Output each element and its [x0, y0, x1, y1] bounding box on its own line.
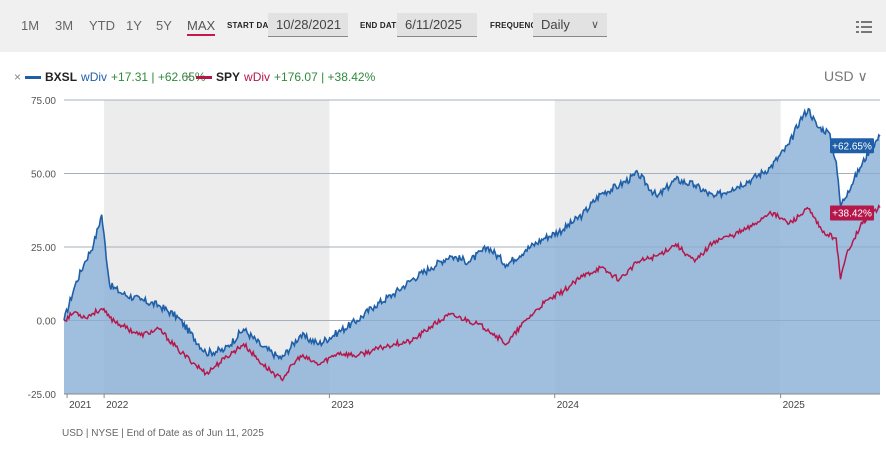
legend-tag: wDiv [81, 70, 108, 84]
legend-item-spy: × SPY wDiv +176.07 | +38.42% [185, 70, 375, 84]
frequency-select[interactable]: Daily ∨ [533, 13, 607, 37]
frequency-label: FREQUENCY [490, 21, 543, 30]
legend-change: +176.07 | +38.42% [274, 70, 376, 84]
legend-swatch-spy [196, 76, 213, 80]
y-tick-label: 0.00 [37, 317, 57, 328]
end-date-label: END DATE [360, 21, 402, 30]
range-1m-button[interactable]: 1M [21, 18, 40, 33]
performance-chart: 75.00 50.00 25.00 0.00 -25.00 2021 2022 2023 202… [28, 96, 881, 411]
chart-footnote: USD | NYSE | End of Date as of Jun 11, 2… [62, 428, 264, 439]
x-tick-label: 2022 [106, 400, 129, 411]
y-tick-label: 50.00 [31, 170, 56, 181]
start-date-input[interactable]: 10/28/2021 [268, 13, 348, 37]
currency-select[interactable]: USD ∨ [824, 68, 868, 85]
legend-item-bxsl: × BXSL wDiv +17.31 | +62.65% [14, 70, 206, 84]
y-tick-label: -25.00 [28, 390, 57, 401]
bxsl-end-label-box [830, 138, 874, 154]
frequency-value: Daily [541, 17, 570, 32]
range-5y-button[interactable]: 5Y [156, 18, 172, 33]
x-tick-label: 2023 [331, 400, 354, 411]
end-date-input[interactable]: 6/11/2025 [397, 13, 477, 37]
x-tick-label: 2021 [69, 400, 92, 411]
range-1y-button[interactable]: 1Y [126, 18, 142, 33]
chevron-down-icon: ∨ [857, 68, 868, 84]
chart-toolbar: 1M 3M YTD 1Y 5Y MAX START DATE 10/28/202… [0, 0, 886, 52]
end-date-value: 6/11/2025 [405, 17, 462, 32]
spy-end-label: +38.42% [832, 209, 872, 220]
remove-series-icon[interactable]: × [185, 70, 193, 84]
start-date-value: 10/28/2021 [276, 17, 342, 32]
legend-symbol: SPY [216, 70, 241, 84]
legend-tag: wDiv [244, 70, 271, 84]
legend-symbol: BXSL [45, 70, 78, 84]
x-tick-label: 2025 [783, 400, 806, 411]
remove-series-icon[interactable]: × [14, 70, 22, 84]
legend-change: +17.31 | +62.65% [111, 70, 206, 84]
currency-value: USD [824, 68, 854, 84]
legend-swatch-bxsl [25, 76, 42, 80]
range-max-button[interactable]: MAX [187, 18, 216, 36]
bxsl-end-label: +62.65% [832, 141, 872, 152]
y-tick-label: 75.00 [31, 96, 56, 107]
bxsl-line [63, 107, 881, 361]
range-3m-button[interactable]: 3M [55, 18, 74, 33]
spy-line [63, 204, 881, 382]
start-date-label: START DATE [227, 21, 279, 30]
range-ytd-button[interactable]: YTD [89, 18, 115, 33]
spy-end-label-box [830, 205, 874, 221]
y-tick-label: 25.00 [31, 243, 56, 254]
chevron-down-icon: ∨ [590, 19, 599, 31]
hamburger-list-icon[interactable] [856, 20, 872, 34]
x-tick-label: 2024 [557, 400, 580, 411]
